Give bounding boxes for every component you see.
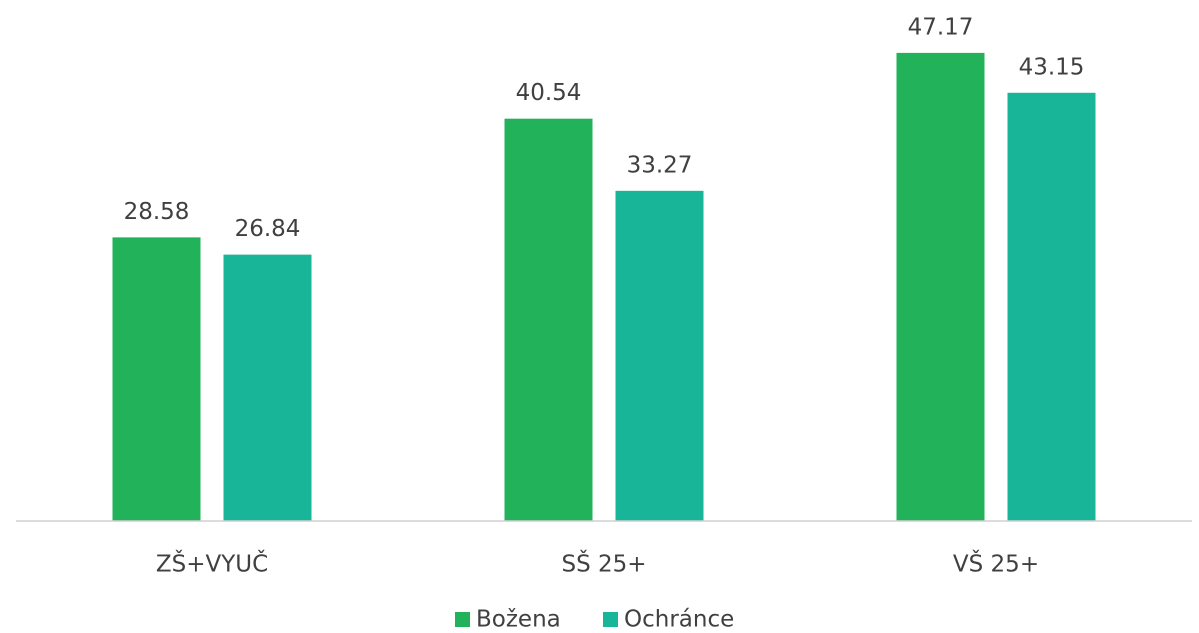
legend-swatch <box>455 612 470 627</box>
data-label: 26.84 <box>235 216 301 242</box>
bar <box>112 237 201 522</box>
bar <box>504 118 593 522</box>
x-tick-label: VŠ 25+ <box>953 550 1039 578</box>
x-tick-label: ZŠ+VYUČ <box>156 550 268 578</box>
bar <box>1007 92 1096 521</box>
bar <box>615 190 704 522</box>
legend-label: Ochránce <box>624 607 734 633</box>
data-label: 33.27 <box>627 152 693 178</box>
legend-swatch <box>603 612 618 627</box>
legend-label: Božena <box>476 607 561 633</box>
bar <box>223 254 312 521</box>
bar <box>896 52 985 521</box>
data-label: 40.54 <box>516 80 582 106</box>
data-label: 28.58 <box>124 199 190 225</box>
data-label: 47.17 <box>908 14 974 40</box>
x-tick-label: SŠ 25+ <box>561 550 646 578</box>
data-label: 43.15 <box>1019 54 1085 80</box>
